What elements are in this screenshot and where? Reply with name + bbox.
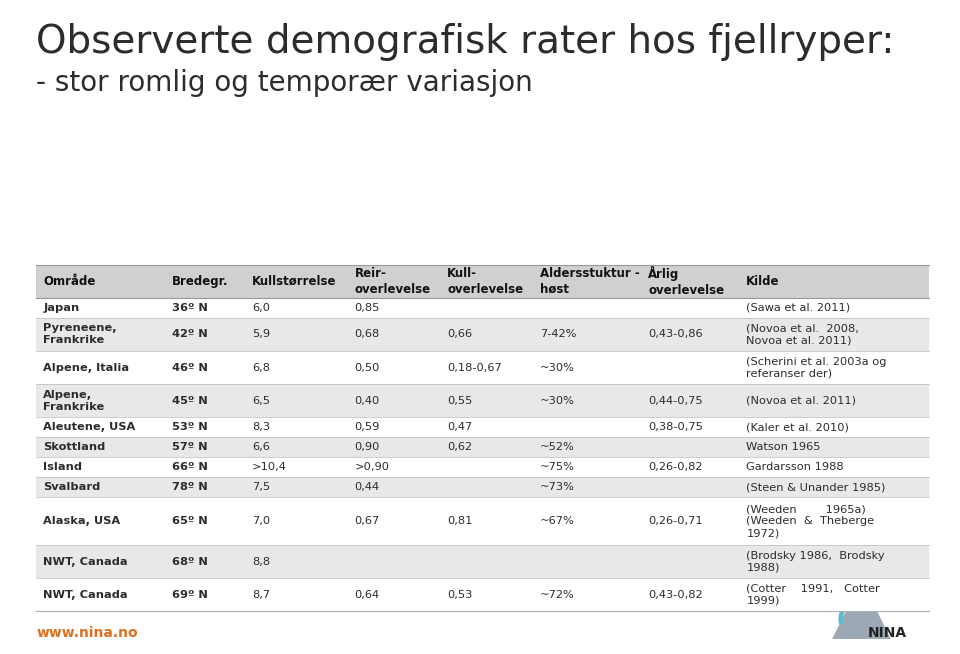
Text: Svalbard: Svalbard bbox=[43, 482, 101, 492]
Text: ~30%: ~30% bbox=[540, 362, 575, 373]
Text: Alaska, USA: Alaska, USA bbox=[43, 516, 120, 526]
Text: Aldersstuktur -
høst: Aldersstuktur - høst bbox=[540, 267, 639, 296]
Text: www.nina.no: www.nina.no bbox=[36, 626, 138, 640]
Text: 7-42%: 7-42% bbox=[540, 330, 576, 339]
Text: NWT, Canada: NWT, Canada bbox=[43, 557, 128, 567]
Text: (Steen & Unander 1985): (Steen & Unander 1985) bbox=[746, 482, 886, 492]
Text: 7,0: 7,0 bbox=[252, 516, 270, 526]
Text: 78º N: 78º N bbox=[172, 482, 207, 492]
Text: Aleutene, USA: Aleutene, USA bbox=[43, 422, 135, 432]
Text: Skottland: Skottland bbox=[43, 442, 106, 452]
Text: 0,38-0,75: 0,38-0,75 bbox=[648, 422, 703, 432]
Text: (Novoa et al. 2011): (Novoa et al. 2011) bbox=[746, 396, 856, 405]
Text: (Scherini et al. 2003a og
referanser der): (Scherini et al. 2003a og referanser der… bbox=[746, 356, 887, 379]
Text: 42º N: 42º N bbox=[172, 330, 207, 339]
Text: ~52%: ~52% bbox=[540, 442, 575, 452]
Text: 0,18-0,67: 0,18-0,67 bbox=[447, 362, 502, 373]
Polygon shape bbox=[832, 580, 891, 639]
Text: 57º N: 57º N bbox=[172, 442, 207, 452]
Text: 0,66: 0,66 bbox=[447, 330, 472, 339]
Text: (Novoa et al.  2008,
Novoa et al. 2011): (Novoa et al. 2008, Novoa et al. 2011) bbox=[746, 324, 859, 345]
Text: NINA: NINA bbox=[868, 626, 907, 640]
Text: Område: Område bbox=[43, 275, 96, 288]
Text: 45º N: 45º N bbox=[172, 396, 207, 405]
Text: ~73%: ~73% bbox=[540, 482, 575, 492]
Text: Alpene, Italia: Alpene, Italia bbox=[43, 362, 130, 373]
Text: Bredegr.: Bredegr. bbox=[172, 275, 228, 288]
Circle shape bbox=[856, 592, 880, 610]
Text: ~30%: ~30% bbox=[540, 396, 575, 405]
Text: 0,26-0,71: 0,26-0,71 bbox=[648, 516, 703, 526]
Text: 0,50: 0,50 bbox=[354, 362, 380, 373]
Text: 69º N: 69º N bbox=[172, 590, 207, 600]
Text: 46º N: 46º N bbox=[172, 362, 207, 373]
Text: >10,4: >10,4 bbox=[252, 462, 287, 472]
Text: 8,7: 8,7 bbox=[252, 590, 270, 600]
Text: 66º N: 66º N bbox=[172, 462, 207, 472]
Text: (Kaler et al. 2010): (Kaler et al. 2010) bbox=[746, 422, 850, 432]
Text: 0,47: 0,47 bbox=[447, 422, 472, 432]
Text: Reir-
overlevelse: Reir- overlevelse bbox=[354, 267, 431, 296]
Text: NWT, Canada: NWT, Canada bbox=[43, 590, 128, 600]
Text: 0,68: 0,68 bbox=[354, 330, 380, 339]
Text: 8,3: 8,3 bbox=[252, 422, 270, 432]
Text: >0,90: >0,90 bbox=[354, 462, 390, 472]
Text: 0,90: 0,90 bbox=[354, 442, 380, 452]
Text: 7,5: 7,5 bbox=[252, 482, 270, 492]
Text: (Brodsky 1986,  Brodsky
1988): (Brodsky 1986, Brodsky 1988) bbox=[746, 551, 885, 573]
Text: 6,6: 6,6 bbox=[252, 442, 270, 452]
Text: Kilde: Kilde bbox=[746, 275, 780, 288]
Text: ~67%: ~67% bbox=[540, 516, 575, 526]
Text: 0,62: 0,62 bbox=[447, 442, 472, 452]
Text: 6,5: 6,5 bbox=[252, 396, 270, 405]
Text: 6,8: 6,8 bbox=[252, 362, 270, 373]
Text: Japan: Japan bbox=[43, 303, 80, 313]
Text: 0,43-0,82: 0,43-0,82 bbox=[648, 590, 703, 600]
Text: (Weeden        1965a)
(Weeden  &  Theberge
1972): (Weeden 1965a) (Weeden & Theberge 1972) bbox=[746, 504, 875, 538]
Text: 0,43-0,86: 0,43-0,86 bbox=[648, 330, 703, 339]
Text: Gardarsson 1988: Gardarsson 1988 bbox=[746, 462, 844, 472]
Text: 0,44-0,75: 0,44-0,75 bbox=[648, 396, 703, 405]
Text: Island: Island bbox=[43, 462, 83, 472]
Text: 0,26-0,82: 0,26-0,82 bbox=[648, 462, 703, 472]
Text: 0,85: 0,85 bbox=[354, 303, 380, 313]
Text: Observerte demografisk rater hos fjellryper:: Observerte demografisk rater hos fjellry… bbox=[36, 23, 895, 61]
Text: - stor romlig og temporær variasjon: - stor romlig og temporær variasjon bbox=[36, 69, 533, 97]
Text: 0,55: 0,55 bbox=[447, 396, 472, 405]
Text: 0,67: 0,67 bbox=[354, 516, 380, 526]
Text: 53º N: 53º N bbox=[172, 422, 207, 432]
Text: 0,53: 0,53 bbox=[447, 590, 472, 600]
Text: 0,81: 0,81 bbox=[447, 516, 472, 526]
Text: Alpene,
Frankrike: Alpene, Frankrike bbox=[43, 390, 105, 411]
Text: 0,44: 0,44 bbox=[354, 482, 380, 492]
Text: Årlig
overlevelse: Årlig overlevelse bbox=[648, 266, 724, 297]
Text: 65º N: 65º N bbox=[172, 516, 207, 526]
Text: (Sawa et al. 2011): (Sawa et al. 2011) bbox=[746, 303, 851, 313]
Text: 36º N: 36º N bbox=[172, 303, 207, 313]
Text: Watson 1965: Watson 1965 bbox=[746, 442, 821, 452]
Text: 0,64: 0,64 bbox=[354, 590, 380, 600]
Text: Kullstørrelse: Kullstørrelse bbox=[252, 275, 336, 288]
Text: Pyreneene,
Frankrike: Pyreneene, Frankrike bbox=[43, 324, 117, 345]
Text: 0,59: 0,59 bbox=[354, 422, 380, 432]
Text: ~75%: ~75% bbox=[540, 462, 575, 472]
Text: 6,0: 6,0 bbox=[252, 303, 270, 313]
Text: 0,40: 0,40 bbox=[354, 396, 380, 405]
Text: (Cotter    1991,   Cotter
1999): (Cotter 1991, Cotter 1999) bbox=[746, 584, 880, 606]
Text: 5,9: 5,9 bbox=[252, 330, 270, 339]
Text: 8,8: 8,8 bbox=[252, 557, 270, 567]
Text: 68º N: 68º N bbox=[172, 557, 207, 567]
Text: ~72%: ~72% bbox=[540, 590, 575, 600]
Text: Kull-
overlevelse: Kull- overlevelse bbox=[447, 267, 523, 296]
